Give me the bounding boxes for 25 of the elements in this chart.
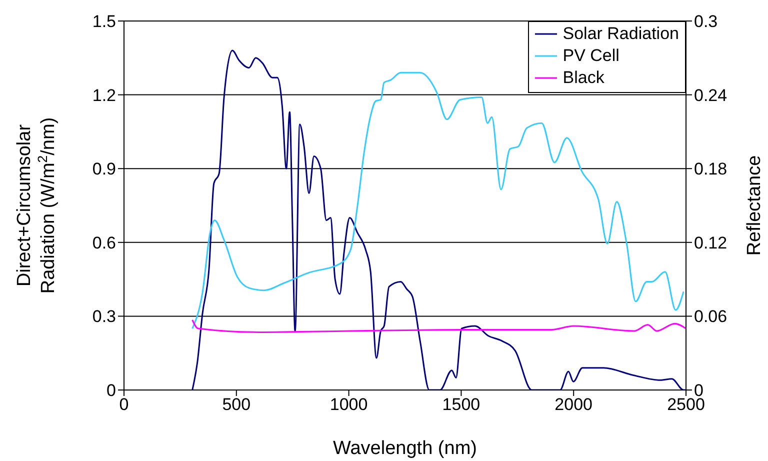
legend-label: Solar Radiation — [562, 23, 679, 45]
x-tick-label: 500 — [222, 395, 251, 414]
legend-label: Black — [562, 67, 604, 89]
x-axis-title: Wavelength (nm) — [333, 438, 477, 459]
y2-tick-label: 0.18 — [694, 160, 728, 179]
x-tick-label: 0 — [119, 395, 129, 414]
line-series — [192, 72, 684, 330]
y-tick-label: 0 — [106, 381, 116, 400]
legend-label: PV Cell — [562, 45, 620, 67]
y2-tick-label: 0.24 — [694, 86, 728, 105]
y2-axis-title: Reflectance — [744, 155, 765, 256]
y2-tick-label: 0.12 — [694, 233, 728, 252]
line-series — [192, 50, 686, 390]
y2-tick-label: 0.3 — [694, 12, 718, 32]
y-tick-label: 0.9 — [92, 160, 116, 179]
x-tick-label: 1500 — [442, 395, 480, 414]
y-tick-label: 0.3 — [92, 307, 116, 326]
x-tick-label: 1000 — [330, 395, 368, 414]
line-series — [192, 319, 686, 333]
y-tick-label: 1.2 — [92, 86, 116, 105]
x-tick-label: 2500 — [667, 395, 705, 414]
y-tick-label: 0.6 — [92, 233, 116, 252]
y-tick-label: 1.5 — [92, 12, 116, 32]
x-tick-label: 2000 — [554, 395, 593, 414]
y2-tick-label: 0.06 — [694, 307, 728, 326]
